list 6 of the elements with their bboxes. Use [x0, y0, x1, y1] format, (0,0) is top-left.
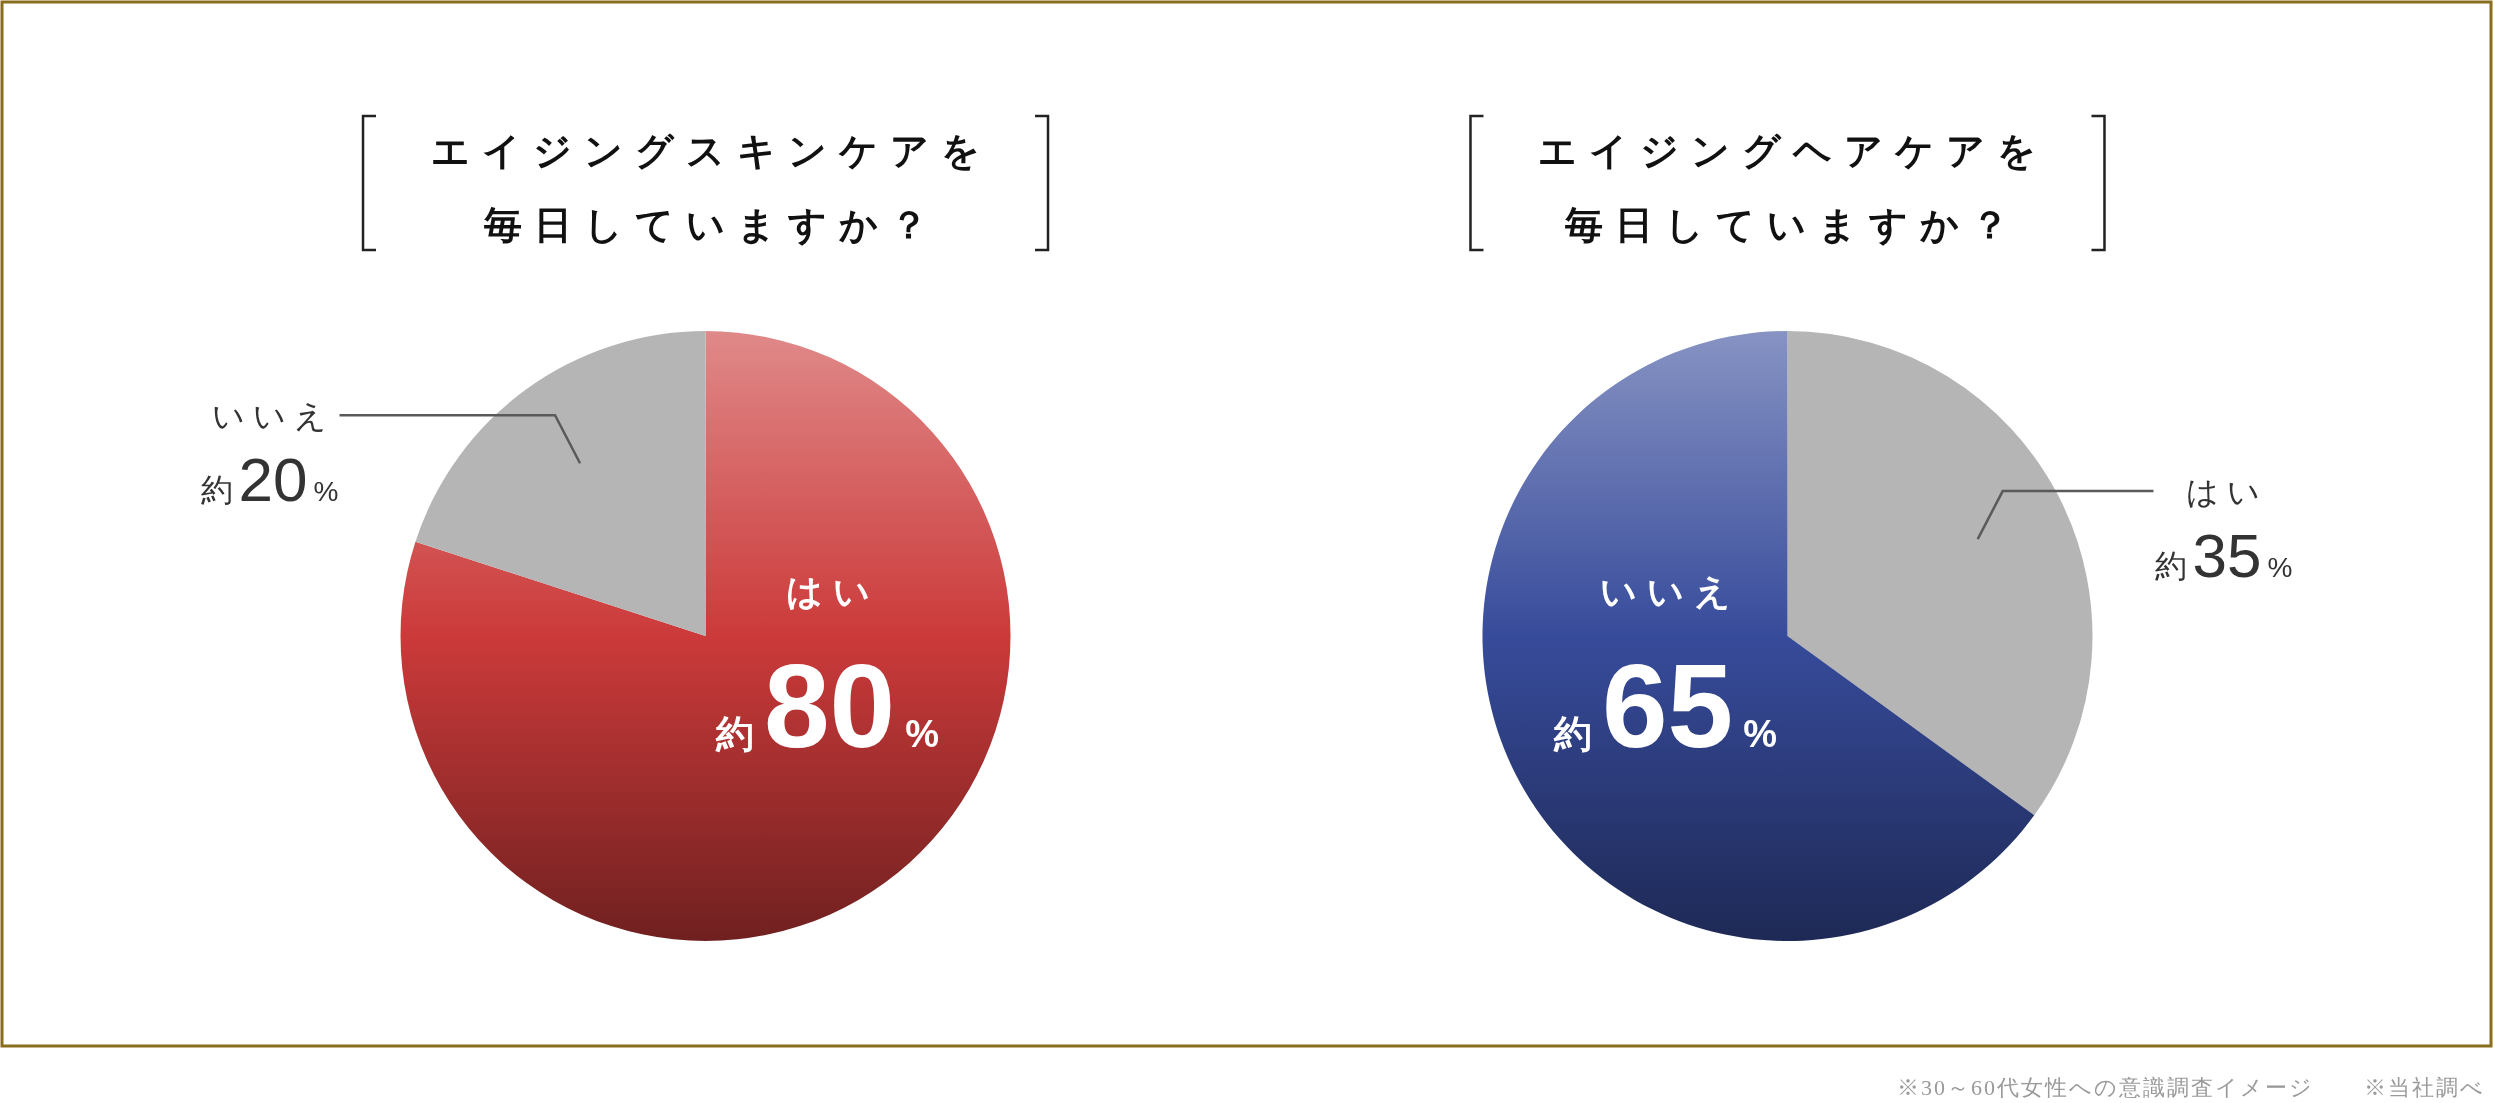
subtitle: 毎日していますか？	[1565, 204, 2022, 246]
annotation: ※30～60代女性への意識調査イメージ	[1897, 1075, 2314, 1100]
title: エイジングスキンケアを	[431, 130, 992, 172]
annotation: ※当社調べ	[2364, 1075, 2485, 1100]
subtitle: 毎日していますか？	[483, 204, 940, 246]
title: エイジングヘアケアを	[1538, 130, 2049, 172]
